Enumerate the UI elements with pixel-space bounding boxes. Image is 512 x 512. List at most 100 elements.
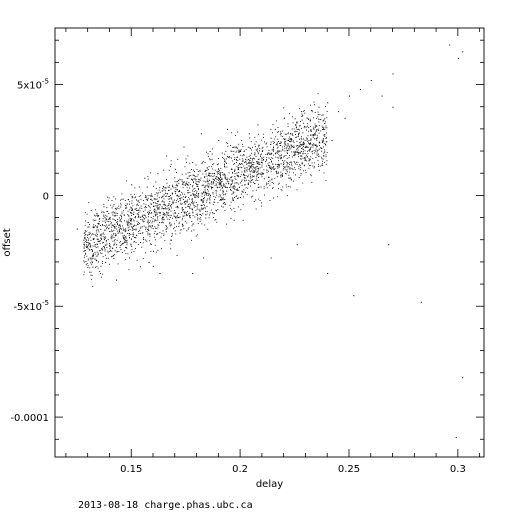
data-point xyxy=(201,192,203,194)
data-point xyxy=(283,161,284,163)
data-point xyxy=(258,161,260,163)
data-point xyxy=(252,159,254,161)
data-point xyxy=(193,194,195,196)
data-point xyxy=(275,171,277,173)
data-point xyxy=(221,185,223,187)
data-point xyxy=(185,184,186,186)
data-point xyxy=(240,174,242,176)
data-point xyxy=(185,158,187,160)
data-point xyxy=(310,130,312,132)
data-point xyxy=(124,228,126,230)
data-point xyxy=(278,160,279,162)
data-point xyxy=(142,258,144,259)
data-point xyxy=(211,188,212,190)
data-point xyxy=(114,227,116,229)
data-point xyxy=(152,265,154,267)
data-point xyxy=(177,198,179,200)
data-point xyxy=(117,219,119,220)
data-point xyxy=(283,168,285,169)
data-point xyxy=(108,231,110,232)
data-point xyxy=(193,229,195,231)
data-point xyxy=(168,190,169,191)
data-point xyxy=(317,159,319,161)
data-point xyxy=(307,146,309,148)
data-point xyxy=(107,257,109,259)
data-point xyxy=(162,212,164,214)
data-point xyxy=(212,187,214,189)
data-point xyxy=(234,170,236,171)
data-point xyxy=(84,235,86,237)
data-point xyxy=(303,110,304,112)
data-point xyxy=(125,237,127,239)
data-point xyxy=(167,218,169,220)
data-point xyxy=(273,138,275,140)
data-point xyxy=(129,201,131,203)
data-point xyxy=(207,198,209,200)
data-point xyxy=(102,218,104,220)
data-point xyxy=(164,214,166,215)
data-point xyxy=(260,186,262,188)
data-point xyxy=(316,146,318,148)
data-point xyxy=(111,226,113,228)
data-point xyxy=(323,139,324,141)
data-point xyxy=(165,196,167,197)
data-point xyxy=(299,142,301,144)
data-point xyxy=(87,234,89,236)
data-point xyxy=(153,209,155,211)
data-point xyxy=(252,168,254,170)
data-point xyxy=(186,214,187,215)
data-point xyxy=(288,138,290,140)
data-point xyxy=(313,117,314,119)
data-point xyxy=(130,193,132,195)
data-point xyxy=(218,158,219,159)
data-point xyxy=(310,129,312,131)
data-point xyxy=(314,144,316,146)
data-point xyxy=(131,227,133,229)
data-point xyxy=(238,168,239,170)
data-point xyxy=(303,165,305,167)
data-point xyxy=(196,169,198,170)
data-point xyxy=(240,154,242,156)
data-point xyxy=(120,228,122,229)
data-point xyxy=(93,227,95,229)
data-point xyxy=(150,217,152,218)
data-point xyxy=(266,152,268,154)
data-point xyxy=(209,196,211,198)
data-point xyxy=(146,240,148,242)
data-point xyxy=(228,156,229,158)
data-point xyxy=(94,244,96,246)
data-point xyxy=(143,203,145,205)
data-point xyxy=(319,142,321,144)
data-point xyxy=(163,218,165,220)
data-point xyxy=(131,209,133,210)
data-point xyxy=(118,229,120,231)
data-point xyxy=(97,255,99,257)
data-point xyxy=(200,208,202,210)
data-point xyxy=(315,148,317,150)
data-point xyxy=(212,178,214,180)
data-point xyxy=(131,215,132,216)
data-point xyxy=(257,153,259,155)
data-point xyxy=(107,252,109,254)
data-point xyxy=(235,196,237,198)
data-point xyxy=(296,145,297,147)
data-point xyxy=(268,157,270,159)
data-point xyxy=(235,159,237,160)
data-point xyxy=(181,207,183,209)
data-point xyxy=(100,237,102,239)
data-point xyxy=(169,243,171,245)
data-point xyxy=(124,220,125,222)
data-point xyxy=(139,216,141,218)
data-point xyxy=(287,126,289,127)
data-point xyxy=(218,179,220,180)
data-point xyxy=(296,131,298,132)
data-point xyxy=(290,179,292,181)
data-point xyxy=(154,231,156,232)
data-point xyxy=(133,213,135,215)
data-point xyxy=(278,150,280,152)
data-point xyxy=(102,220,104,222)
data-point xyxy=(263,159,264,161)
data-point xyxy=(276,173,278,175)
data-point xyxy=(209,151,211,152)
data-point xyxy=(310,129,312,131)
